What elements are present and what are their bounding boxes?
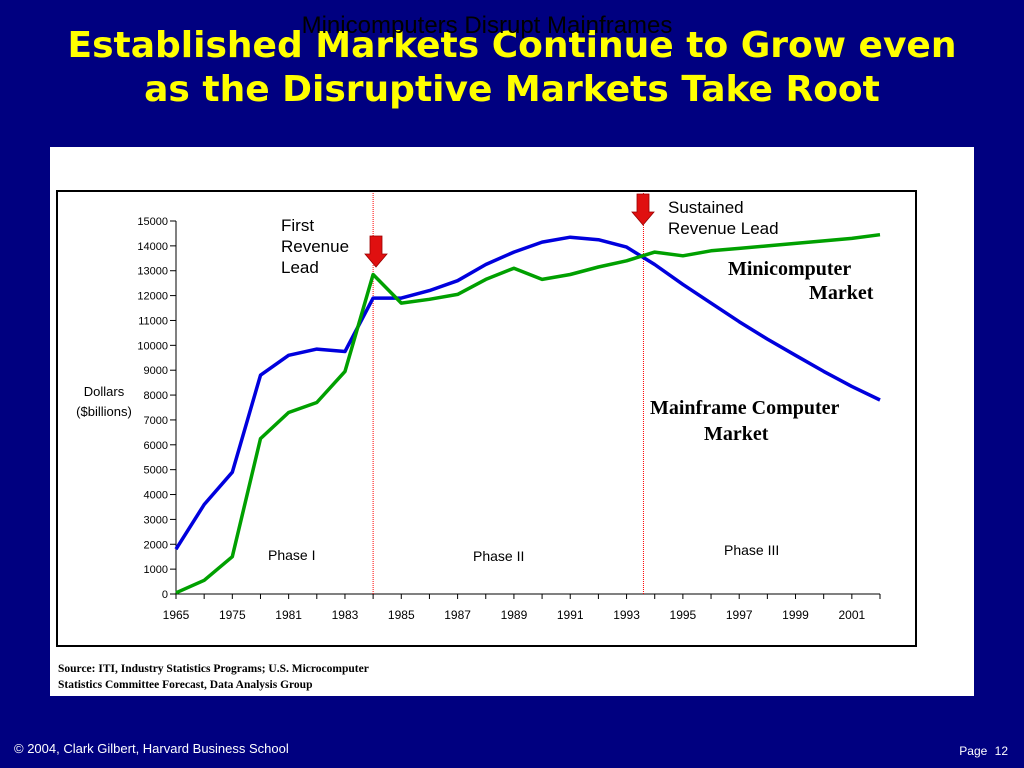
y-tick-label-9000: 9000 [144, 365, 168, 377]
y-tick-label-12000: 12000 [137, 291, 168, 303]
y-tick-label-4000: 4000 [144, 490, 168, 502]
y-axis-label-line1: Dollars [84, 384, 125, 399]
y-tick-label-2000: 2000 [144, 539, 168, 551]
x-tick-label-1965: 1965 [163, 608, 190, 622]
chart-panel: Source: ITI, Industry Statistics Program… [50, 147, 974, 696]
x-tick-label-1975: 1975 [219, 608, 246, 622]
source-line2: Statistics Committee Forecast, Data Anal… [58, 679, 313, 691]
copyright-footer: © 2004, Clark Gilbert, Harvard Business … [14, 741, 289, 756]
page-label: Page [959, 744, 988, 758]
x-tick-label-1987: 1987 [444, 608, 471, 622]
y-tick-label-6000: 6000 [144, 440, 168, 452]
y-tick-label-3000: 3000 [144, 514, 168, 526]
x-tick-label-1985: 1985 [388, 608, 415, 622]
sustained-revenue-lead-line2: Revenue Lead [668, 219, 779, 238]
y-tick-label-8000: 8000 [144, 390, 168, 402]
mainframe-market-label-line2: Market [704, 423, 769, 445]
y-tick-label-11000: 11000 [138, 315, 168, 327]
x-tick-label-1997: 1997 [726, 608, 753, 622]
series-lines [174, 232, 881, 595]
page-number: 12 [994, 744, 1008, 758]
x-tick-label-1993: 1993 [613, 608, 640, 622]
minicomputer-market-label-line1: Minicomputer [728, 258, 851, 280]
x-tick-label-1989: 1989 [501, 608, 528, 622]
y-tick-label-7000: 7000 [144, 415, 168, 427]
slide-title-line2: as the Disruptive Markets Take Root [144, 69, 880, 110]
phase-1-label: Phase I [268, 547, 315, 563]
y-tick-label-10000: 10000 [137, 340, 168, 352]
minicomputer-series-line [175, 232, 881, 595]
axes: 0 1000 2000 3000 4000 5000 6000 7000 8000 9000 100… [76, 216, 881, 622]
first-revenue-lead-line1: First [281, 216, 314, 235]
y-tick-label-14000: 14000 [137, 241, 168, 253]
phase-3-label: Phase III [724, 542, 779, 558]
y-tick-label-5000: 5000 [144, 465, 168, 477]
phase-2-label: Phase II [473, 548, 524, 564]
first-revenue-lead-line2: Revenue [281, 237, 349, 256]
x-tick-label-1983: 1983 [332, 608, 359, 622]
x-tick-label-1981: 1981 [275, 608, 302, 622]
slide-title-line1: Established Markets Continue to Grow eve… [67, 25, 957, 66]
x-tick-label-1999: 1999 [782, 608, 809, 622]
sustained-lead-arrow-icon [631, 193, 655, 226]
plot-frame [56, 190, 917, 647]
mainframe-series-line [174, 235, 881, 551]
y-tick-label-1000: 1000 [144, 564, 168, 576]
x-tick-label-1995: 1995 [670, 608, 697, 622]
source-line1: Source: ITI, Industry Statistics Program… [58, 663, 369, 675]
x-tick-label-1991: 1991 [557, 608, 584, 622]
slide-title: Established Markets Continue to Grow eve… [0, 24, 1024, 112]
minicomputer-market-label-line2: Market [809, 282, 874, 304]
first-lead-arrow-icon [364, 235, 388, 268]
chart-title: Minicomputers Disrupt Mainframes [301, 12, 673, 39]
y-axis-label-line2: ($billions) [76, 404, 132, 419]
mainframe-market-label-line1: Mainframe Computer [650, 397, 840, 419]
sustained-revenue-lead-line1: Sustained [668, 198, 744, 217]
page-footer: Page 12 [955, 744, 1008, 758]
source-note: Source: ITI, Industry Statistics Program… [58, 661, 369, 693]
x-tick-label-2001: 2001 [838, 608, 865, 622]
y-tick-label-13000: 13000 [137, 266, 168, 278]
first-revenue-lead-line3: Lead [281, 258, 319, 277]
chart-labels: First Revenue Lead Sustained Revenue Lead Min… [268, 193, 874, 564]
y-tick-label-15000: 15000 [137, 216, 168, 228]
y-tick-label-0: 0 [162, 589, 168, 601]
